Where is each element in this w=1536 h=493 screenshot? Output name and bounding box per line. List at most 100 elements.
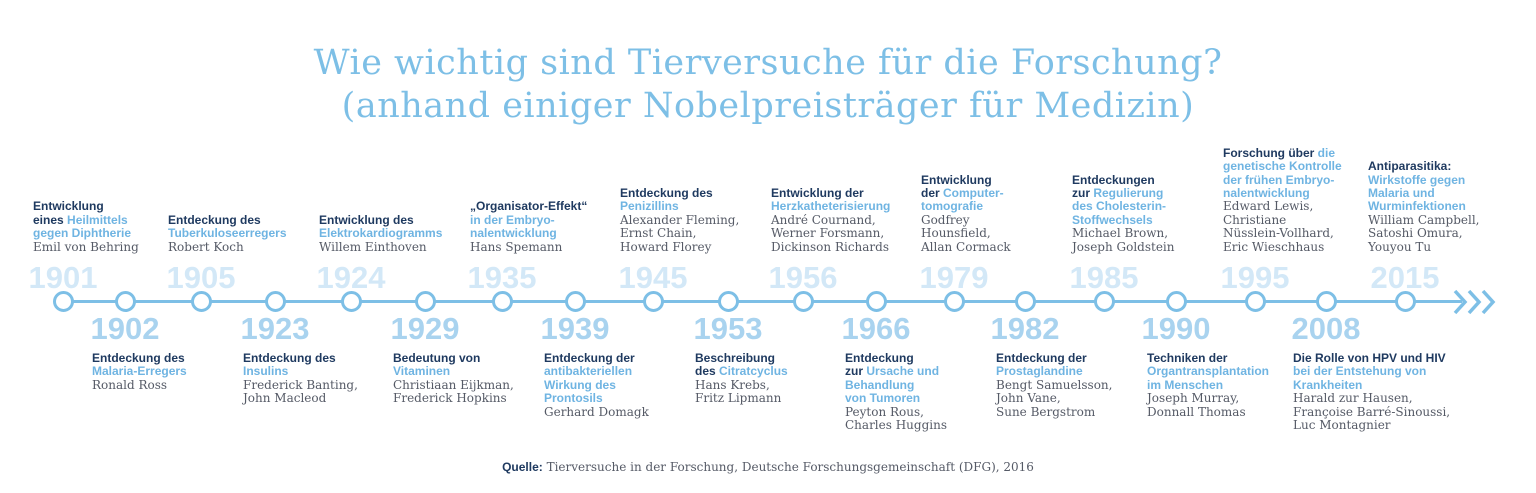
year-label-1905: 1905 xyxy=(166,260,236,295)
year-label-1945: 1945 xyxy=(618,260,688,295)
timeline-node-1956 xyxy=(793,291,814,312)
laureate-name: Howard Florey xyxy=(620,239,712,254)
entry-heading: Entdeckung der antibakteriellen Wirkung de… xyxy=(544,351,635,406)
laureate-name: Joseph Goldstein xyxy=(1072,239,1175,254)
timeline-entry-1902: Entdeckung des Malaria-Erregers Ronald Ros… xyxy=(92,351,224,392)
entry-heading: Entwicklung der Herzkatheterisierung xyxy=(771,186,891,214)
triple-chevron-arrow-icon xyxy=(1453,289,1496,315)
year-label-1979: 1979 xyxy=(919,260,989,295)
laureate-name: Hans Spemann xyxy=(470,239,563,254)
timeline-node-2008 xyxy=(1316,291,1337,312)
laureate-name: Eric Wieschhaus xyxy=(1223,239,1325,254)
entry-heading: Entwicklung eines Heilmittels gegen Diphth… xyxy=(33,199,132,241)
year-label-1923: 1923 xyxy=(240,311,310,346)
timeline-entry-1929: Bedeutung von Vitaminen Christiaan Eijkman… xyxy=(393,351,525,406)
timeline-node-1985 xyxy=(1094,291,1115,312)
page-subtitle: (anhand einiger Nobelpreisträger für Med… xyxy=(341,86,1195,126)
timeline-entry-1939: Entdeckung der antibakteriellen Wirkung de… xyxy=(544,351,676,419)
timeline-node-1923 xyxy=(265,291,286,312)
timeline-entry-1990: Techniken der Organtransplantation im Mens… xyxy=(1147,351,1287,419)
year-label-1924: 1924 xyxy=(316,260,386,295)
timeline-entry-1953: Beschreibung des Citratcyclus Hans Krebs, F… xyxy=(695,351,827,406)
laureate-name: Emil von Behring xyxy=(33,239,139,254)
laureate-name: Frederick Banting, xyxy=(243,377,358,392)
year-label-1929: 1929 xyxy=(390,311,460,346)
year-label-1982: 1982 xyxy=(990,311,1060,346)
timeline-entry-1901: Entwicklung eines Heilmittels gegen Diphth… xyxy=(33,200,165,254)
laureate-name: Hounsfield, xyxy=(921,226,991,241)
laureate-name: Hans Krebs, xyxy=(695,377,770,392)
laureate-name: Nüsslein-Vollhard, xyxy=(1223,226,1334,241)
entry-heading: Entdeckung der Prostaglandine xyxy=(996,351,1087,379)
entry-heading: „Organisator-Effekt“ in der Embryo-nalent… xyxy=(470,199,588,241)
laureate-name: Fritz Lipmann xyxy=(695,391,782,406)
timeline-entry-2008: Die Rolle von HPV und HIV bei der Entsteh… xyxy=(1293,351,1463,432)
laureate-name: Christiaan Eijkman, xyxy=(393,377,514,392)
laureate-name: Satoshi Omura, xyxy=(1368,226,1463,241)
laureate-name: Charles Huggins xyxy=(845,418,947,433)
timeline-entry-1966: Entdeckung zur Ursache und Behandlung von T… xyxy=(845,351,977,433)
laureate-name: Sune Bergstrom xyxy=(996,404,1096,419)
laureate-name: John Macleod xyxy=(243,391,327,406)
laureate-name: Gerhard Domagk xyxy=(544,404,649,419)
timeline-entry-1935: „Organisator-Effekt“ in der Embryo-nalent… xyxy=(470,200,602,254)
timeline-node-1995 xyxy=(1245,291,1266,312)
year-label-1939: 1939 xyxy=(540,311,610,346)
laureate-name: Godfrey xyxy=(921,212,970,227)
timeline-node-1924 xyxy=(341,291,362,312)
timeline-entry-1995: Forschung über die genetische Kontrolle de… xyxy=(1223,146,1355,254)
laureate-name: Ronald Ross xyxy=(92,377,168,392)
entry-heading: Entdeckung des Malaria-Erregers xyxy=(92,351,187,379)
source-text: Tierversuche in der Forschung, Deutsche … xyxy=(542,460,1034,474)
timeline-entry-1956: Entwicklung der Herzkatheterisierung André… xyxy=(771,186,911,254)
year-label-1985: 1985 xyxy=(1069,260,1139,295)
timeline-node-2015 xyxy=(1395,291,1416,312)
laureate-name: Michael Brown, xyxy=(1072,226,1169,241)
timeline-node-1939 xyxy=(565,291,586,312)
timeline-entry-1945: Entdeckung des Penizillins Alexander Flemi… xyxy=(620,186,752,254)
timeline-entry-1985: Entdeckungen zur Regulierung des Cholester… xyxy=(1072,173,1204,254)
laureate-name: Robert Koch xyxy=(168,239,244,254)
laureate-name: John Vane, xyxy=(996,391,1061,406)
laureate-name: André Cournand, xyxy=(771,212,876,227)
laureate-name: Alexander Fleming, xyxy=(620,212,740,227)
timeline-node-1953 xyxy=(718,291,739,312)
laureate-name: Peyton Rous, xyxy=(845,404,924,419)
laureate-name: Edward Lewis, xyxy=(1223,199,1314,214)
page-title: Wie wichtig sind Tierversuche für die Fo… xyxy=(313,43,1223,83)
timeline-node-1966 xyxy=(866,291,887,312)
laureate-name: Donnall Thomas xyxy=(1147,404,1246,419)
year-label-1990: 1990 xyxy=(1141,311,1211,346)
timeline-node-1901 xyxy=(53,291,74,312)
year-label-1935: 1935 xyxy=(467,260,537,295)
laureate-name: Werner Forsmann, xyxy=(771,226,885,241)
year-label-1902: 1902 xyxy=(90,311,160,346)
timeline-entry-2015: Antiparasitika: Wirkstoffe gegen Malaria u… xyxy=(1368,159,1500,254)
entry-heading: Entwicklung der Computer-tomografie xyxy=(921,172,1004,214)
entry-heading: Bedeutung von Vitaminen xyxy=(393,351,481,379)
laureate-name: Allan Cormack xyxy=(921,239,1011,254)
entry-heading: Entdeckung zur Ursache und Behandlung von T… xyxy=(845,351,940,406)
timeline-entry-1979: Entwicklung der Computer-tomografie Godfre… xyxy=(921,172,1053,254)
entry-heading: Entdeckung des Tuberkuloseerregers xyxy=(168,212,287,241)
timeline-node-1902 xyxy=(115,291,136,312)
year-label-1901: 1901 xyxy=(28,260,98,295)
laureate-name: Françoise Barré-Sinoussi, xyxy=(1293,404,1451,419)
entry-heading: Entwicklung des Elektrokardiogramms xyxy=(319,212,443,241)
timeline-node-1990 xyxy=(1166,291,1187,312)
timeline-axis-line xyxy=(60,300,1462,303)
timeline-node-1982 xyxy=(1015,291,1036,312)
source-note: Quelle: Tierversuche in der Forschung, D… xyxy=(0,460,1536,474)
timeline-entry-1923: Entdeckung des Insulins Frederick Banting,… xyxy=(243,351,375,406)
laureate-name: Willem Einthoven xyxy=(319,239,427,254)
entry-heading: Entdeckung des Insulins xyxy=(243,351,336,379)
laureate-name: Ernst Chain, xyxy=(620,226,697,241)
year-label-1995: 1995 xyxy=(1220,260,1290,295)
year-label-1966: 1966 xyxy=(841,311,911,346)
year-label-1956: 1956 xyxy=(768,260,838,295)
laureate-name: Harald zur Hausen, xyxy=(1293,391,1413,406)
timeline-node-1935 xyxy=(492,291,513,312)
entry-heading: Antiparasitika: Wirkstoffe gegen Malaria u… xyxy=(1368,159,1466,214)
timeline-node-1945 xyxy=(643,291,664,312)
timeline-node-1905 xyxy=(191,291,212,312)
